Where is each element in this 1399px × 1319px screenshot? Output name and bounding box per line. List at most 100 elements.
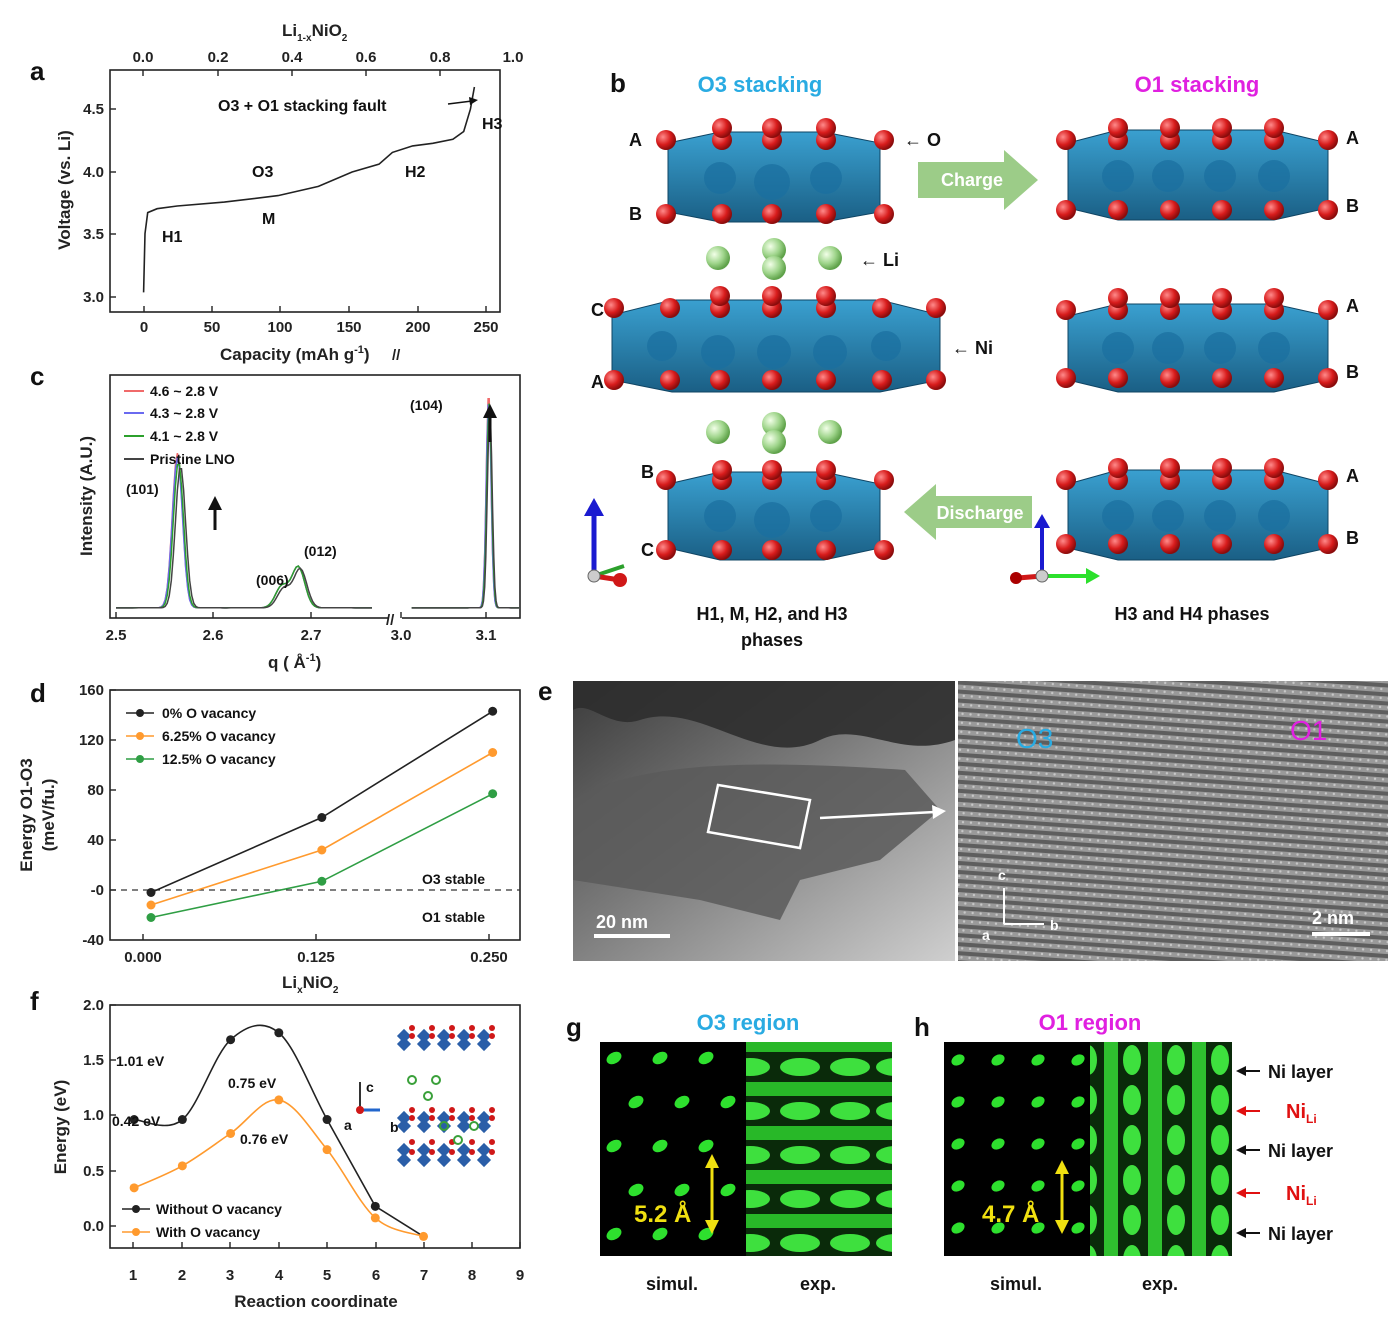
b-oxygen-atom — [1108, 288, 1128, 308]
c-legend-label: Pristine LNO — [150, 451, 235, 467]
f-legend-label: With O vacancy — [156, 1224, 260, 1240]
h-experimental-image — [1090, 1042, 1232, 1256]
b-oxygen-atom — [1160, 200, 1180, 220]
f-inset-oxygen — [409, 1033, 415, 1039]
c-axis-break-gap — [388, 610, 402, 624]
b-oxygen-atom — [710, 286, 730, 306]
d-o3-stable: O3 stable — [422, 871, 485, 887]
f-inset-lithium — [407, 1075, 417, 1085]
f-inset-oxygen — [429, 1025, 435, 1031]
f-inset-oxygen — [429, 1033, 435, 1039]
g-title: O3 region — [697, 1010, 800, 1035]
f-inset-oxygen — [429, 1139, 435, 1145]
d-legend-label: 0% O vacancy — [162, 705, 256, 721]
c-break-mark: // — [386, 612, 395, 629]
f-data-point — [129, 1115, 139, 1125]
e-tem-particle — [573, 764, 940, 920]
b-oxygen-atom — [1108, 534, 1128, 554]
e-scale-label-right: 2 nm — [1312, 908, 1354, 928]
h-atom-column — [1031, 1054, 1045, 1066]
a-y-tick: 4.5 — [83, 101, 104, 118]
f-inset-octahedron — [416, 1028, 432, 1044]
d-legend: 0% O vacancy 6.25% O vacancy 12.5% O vac… — [126, 705, 276, 767]
h-atom-column — [951, 1180, 965, 1192]
b-oxygen-atom — [1264, 200, 1284, 220]
panel-label-f: f — [30, 986, 39, 1016]
b-oxygen-atoms — [1056, 118, 1338, 554]
f-inset-octahedron — [476, 1036, 492, 1052]
f-data-point — [129, 1183, 139, 1193]
panel-label-e: e — [538, 676, 552, 706]
f-data-point — [370, 1201, 380, 1211]
f-inset-octahedron — [396, 1110, 412, 1126]
b-oxygen-atom — [874, 540, 894, 560]
b-o3-title: O3 stacking — [698, 72, 823, 97]
d-data-point — [488, 789, 498, 799]
b-oxygen-atom — [1160, 368, 1180, 388]
panel-label-c: c — [30, 361, 44, 391]
f-x-tick: 6 — [372, 1267, 380, 1284]
b-oxygen-atom — [1108, 118, 1128, 138]
g-atom-column — [698, 1139, 714, 1153]
f-inset-octahedron — [476, 1028, 492, 1044]
b-oxygen-atom — [1212, 288, 1232, 308]
f-inset-octahedron — [476, 1152, 492, 1168]
a-top-tick: 0.4 — [282, 49, 304, 66]
d-data-point — [317, 876, 327, 886]
c-peak-label: (104) — [410, 397, 443, 413]
f-data-point — [177, 1161, 187, 1171]
a-top-tick: 0.8 — [430, 49, 451, 66]
f-legend-marker — [132, 1205, 140, 1213]
b-caption-right: H3 and H4 phases — [1114, 604, 1269, 624]
c-xrd-curve-segment — [116, 452, 372, 609]
b-stack-letter: A — [1346, 466, 1359, 486]
b-oxygen-atom — [604, 370, 624, 390]
a-x-tick: 150 — [336, 319, 361, 336]
b-label-lithium: ← Li — [860, 250, 899, 270]
d-legend-marker — [136, 755, 144, 763]
h-ni-layer-label: Ni layer — [1268, 1224, 1333, 1244]
a-top-tick: 0.6 — [356, 49, 377, 66]
f-y-label: Energy (eV) — [51, 1080, 70, 1174]
f-x-tick: 3 — [226, 1267, 234, 1284]
f-inset-oxygen — [449, 1115, 455, 1121]
b-stack-letter: A — [1346, 128, 1359, 148]
f-inset-oxygen — [449, 1149, 455, 1155]
f-inset-oxygen — [489, 1139, 495, 1145]
b-oxygen-atom — [1318, 534, 1338, 554]
h-atom-column — [1071, 1096, 1085, 1108]
f-inset-octahedron — [456, 1028, 472, 1044]
c-legend-label: 4.3 ~ 2.8 V — [150, 405, 219, 421]
a-fault-arrowhead — [469, 97, 478, 105]
b-oxygen-atom — [816, 286, 836, 306]
b-oxygen-atom — [1318, 470, 1338, 490]
h-atom-column — [1031, 1222, 1045, 1234]
f-data-point — [177, 1115, 187, 1125]
e-o3-label: O3 — [1016, 723, 1053, 754]
b-oxygen-atom — [1318, 130, 1338, 150]
b-label-oxygen: ← O — [904, 130, 941, 150]
f-legend-marker — [132, 1228, 140, 1236]
f-x-tick: 5 — [323, 1267, 331, 1284]
f-x-tick: 2 — [178, 1267, 186, 1284]
b-stack-letter: A — [629, 130, 642, 150]
d-series-line — [150, 793, 494, 919]
f-energy-series — [129, 1024, 429, 1241]
b-oxygen-atom — [1160, 458, 1180, 478]
b-oxygen-atom — [816, 370, 836, 390]
b-stack-letter: B — [641, 462, 654, 482]
b-stack-letter: B — [629, 204, 642, 224]
c-x-label: q ( Å-1) — [268, 652, 321, 672]
f-inset-oxygen — [429, 1115, 435, 1121]
d-x-tick: 0.000 — [124, 949, 162, 966]
c-increase-arrows — [208, 404, 497, 530]
f-inset-octahedron — [476, 1110, 492, 1126]
f-inset-octahedron — [476, 1142, 492, 1158]
h-ni-layer-label: Ni layer — [1268, 1141, 1333, 1161]
f-annotation: 0.76 eV — [240, 1131, 289, 1147]
c-xrd-curve-segment — [411, 403, 520, 609]
g-atom-column — [674, 1095, 690, 1109]
panel-label-d: d — [30, 678, 46, 708]
e-axis-a: a — [982, 927, 990, 943]
g-atom-column — [698, 1051, 714, 1065]
